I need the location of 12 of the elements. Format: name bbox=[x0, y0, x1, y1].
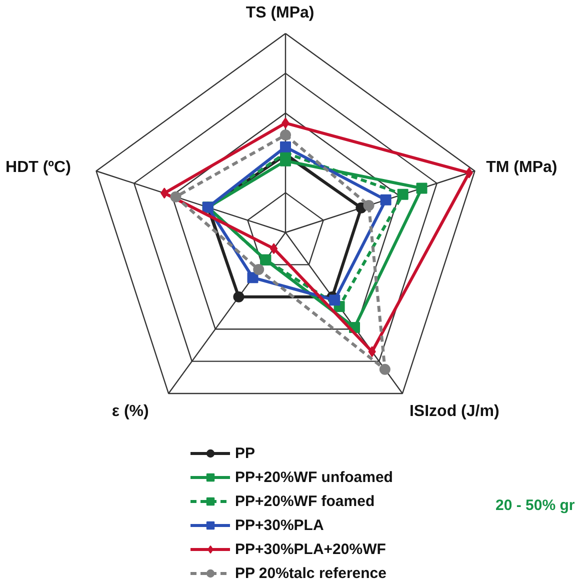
legend-label: PP+30%PLA bbox=[235, 516, 324, 534]
spoke-label: HDT (ºC) bbox=[6, 158, 71, 176]
legend-label: PP+20%WF unfoamed bbox=[235, 468, 393, 486]
text: 20 - 50% gr bbox=[496, 497, 575, 514]
legend-label: PP+20%WF foamed bbox=[235, 492, 375, 510]
spoke-label: TS (MPa) bbox=[246, 4, 314, 22]
spoke-label: ISIzod (J/m) bbox=[409, 403, 500, 420]
spoke-label: ε (%) bbox=[112, 403, 149, 420]
legend-label: PP+30%PLA+20%WF bbox=[235, 540, 386, 558]
legend-label: PP bbox=[235, 444, 256, 462]
spoke-label: TM (MPa) bbox=[486, 158, 558, 176]
legend-label: PP 20%talc reference bbox=[235, 564, 386, 582]
